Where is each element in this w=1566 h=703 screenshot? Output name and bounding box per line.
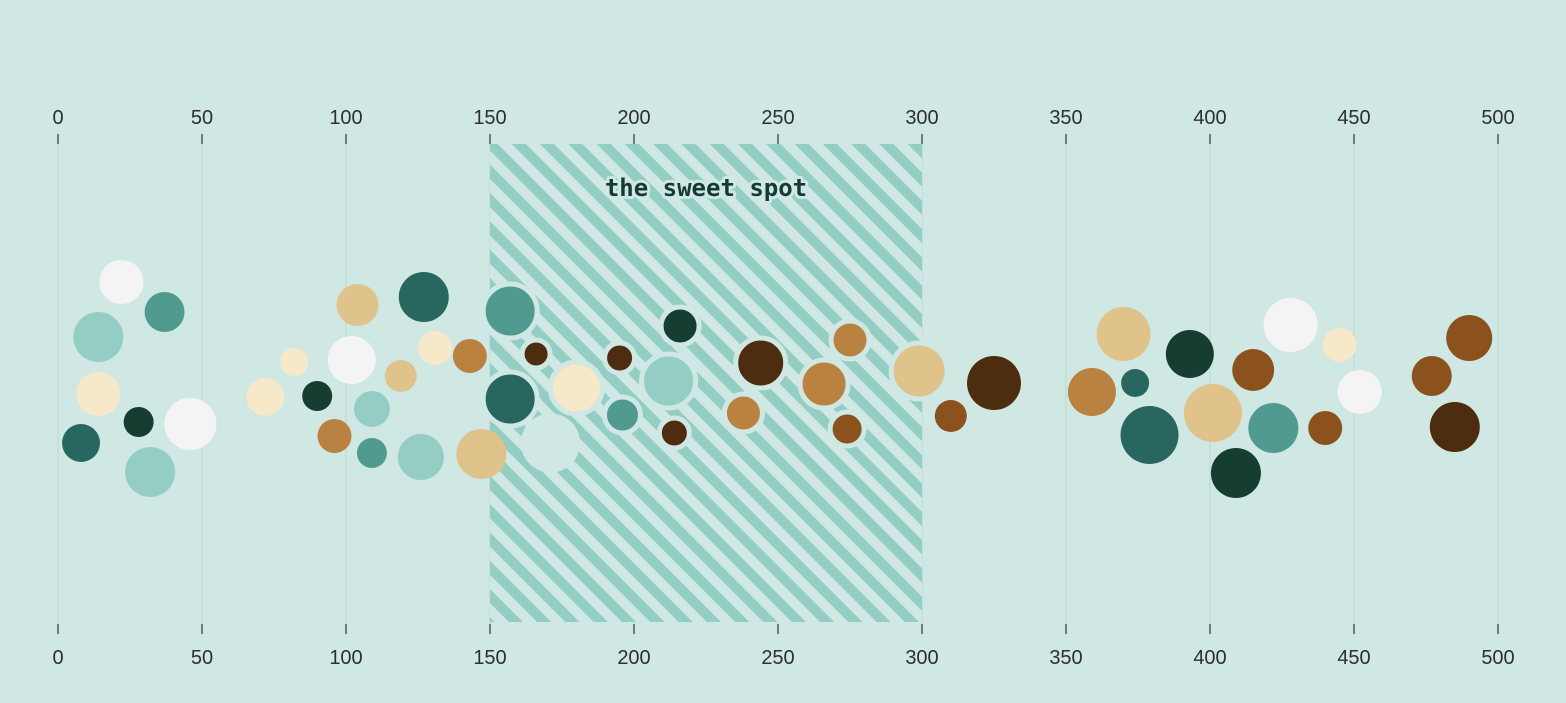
data-point xyxy=(656,415,692,451)
x-axis-bottom-tick-label-150: 150 xyxy=(473,647,506,669)
data-point xyxy=(733,335,789,391)
data-point xyxy=(398,272,449,322)
data-point xyxy=(601,394,643,436)
data-point xyxy=(721,391,765,435)
data-point xyxy=(602,340,638,376)
data-point xyxy=(828,318,872,362)
highlight-band-label: the sweet spot xyxy=(605,174,807,202)
data-point xyxy=(302,381,333,411)
data-point xyxy=(1263,298,1318,352)
data-point xyxy=(1411,356,1452,396)
data-point xyxy=(1337,370,1382,414)
x-axis-bottom-tick-label-400: 400 xyxy=(1193,647,1226,669)
data-point xyxy=(519,337,553,371)
x-axis-bottom-tick-label-500: 500 xyxy=(1481,647,1514,669)
x-axis-bottom-tick-label-200: 200 xyxy=(617,647,650,669)
data-point xyxy=(1429,402,1480,452)
x-axis-top-tick-label-300: 300 xyxy=(905,107,938,129)
data-point xyxy=(76,372,121,416)
data-point xyxy=(480,369,540,429)
data-point xyxy=(164,398,217,450)
x-axis-top-tick-label-450: 450 xyxy=(1337,107,1370,129)
data-point xyxy=(353,391,390,427)
data-point xyxy=(967,356,1021,410)
x-axis-bottom-tick-label-50: 50 xyxy=(191,647,213,669)
x-axis-bottom-tick-label-250: 250 xyxy=(761,647,794,669)
data-point xyxy=(280,348,309,376)
x-axis-top-tick-label-0: 0 xyxy=(52,107,63,129)
points-group xyxy=(62,260,1493,498)
data-point xyxy=(1096,307,1151,361)
x-axis-top-tick-label-50: 50 xyxy=(191,107,213,129)
data-point xyxy=(456,429,507,479)
data-point xyxy=(246,378,285,416)
data-point xyxy=(452,339,487,373)
x-axis-bottom-tick-label-100: 100 xyxy=(329,647,362,669)
annotation-group: the sweet spot xyxy=(602,171,810,205)
x-axis-bottom-tick-label-350: 350 xyxy=(1049,647,1082,669)
data-point xyxy=(73,312,124,362)
x-axis-bottom-tick-label-300: 300 xyxy=(905,647,938,669)
data-point xyxy=(397,434,444,480)
data-point xyxy=(888,340,950,402)
data-point xyxy=(827,409,867,449)
data-point xyxy=(1067,368,1116,416)
data-point xyxy=(62,424,101,462)
data-point xyxy=(658,304,702,348)
x-axis-top: 0 50 100 150 200 250 300 350 400 450 500 xyxy=(52,107,1515,144)
data-point xyxy=(1322,328,1357,362)
data-point xyxy=(336,284,379,326)
data-point xyxy=(1446,315,1493,361)
data-point xyxy=(317,419,352,453)
x-axis-top-tick-label-150: 150 xyxy=(473,107,506,129)
data-point xyxy=(639,351,699,411)
x-axis-top-tick-label-250: 250 xyxy=(761,107,794,129)
data-point xyxy=(1210,448,1261,498)
data-point xyxy=(1308,411,1343,445)
data-point xyxy=(1121,369,1150,397)
x-axis-top-tick-label-400: 400 xyxy=(1193,107,1226,129)
data-point xyxy=(480,281,540,341)
data-point xyxy=(418,331,453,365)
data-point xyxy=(934,400,967,432)
data-point xyxy=(123,407,154,437)
data-point xyxy=(99,260,144,304)
x-axis-bottom: 0 50 100 150 200 250 300 350 400 450 500 xyxy=(52,624,1515,669)
data-point xyxy=(1165,330,1214,378)
data-point xyxy=(547,359,605,417)
data-point xyxy=(125,447,176,497)
x-axis-top-tick-label-100: 100 xyxy=(329,107,362,129)
x-axis-bottom-tick-label-450: 450 xyxy=(1337,647,1370,669)
x-axis-top-tick-label-500: 500 xyxy=(1481,107,1514,129)
data-point xyxy=(797,357,851,411)
data-point xyxy=(1248,403,1299,453)
data-point xyxy=(1232,349,1275,391)
data-point xyxy=(384,360,417,392)
data-point xyxy=(1120,406,1179,464)
data-point xyxy=(520,413,580,473)
data-point xyxy=(1183,384,1242,442)
x-axis-bottom-tick-label-0: 0 xyxy=(52,647,63,669)
data-point xyxy=(356,438,387,468)
x-axis-top-tick-label-200: 200 xyxy=(617,107,650,129)
data-point xyxy=(144,292,185,332)
data-point xyxy=(327,336,376,384)
x-axis-top-tick-label-350: 350 xyxy=(1049,107,1082,129)
